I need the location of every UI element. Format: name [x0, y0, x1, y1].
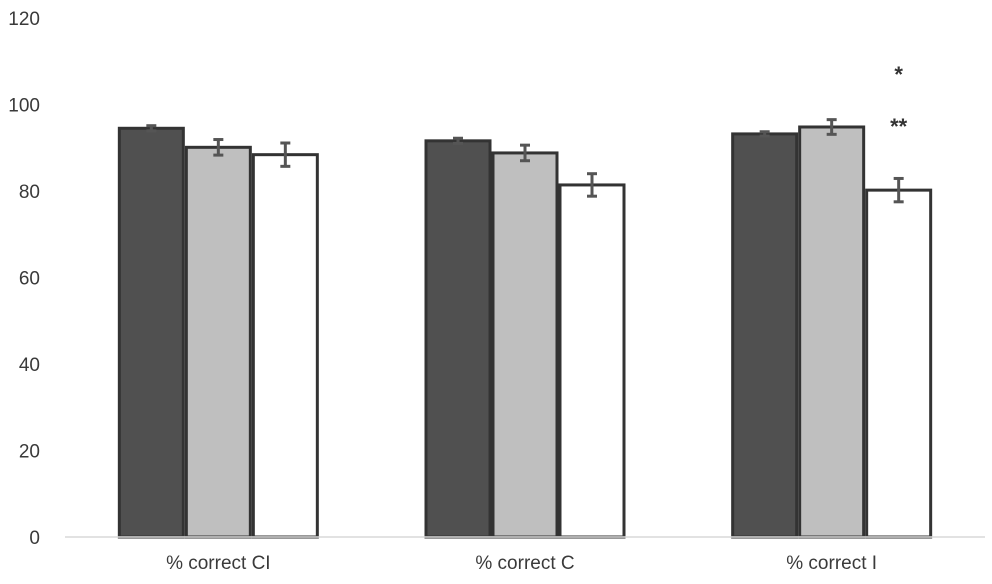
error-bar — [213, 138, 224, 157]
y-tick-label: 60 — [19, 269, 40, 290]
error-bar — [759, 130, 770, 138]
bar — [184, 145, 252, 539]
bar — [251, 153, 319, 539]
error-bar — [520, 143, 530, 163]
error-bar — [146, 124, 157, 133]
bar — [424, 139, 492, 539]
y-tick-label: 80 — [19, 182, 40, 203]
y-axis-ticks: 0 20 40 60 80 100 120 — [8, 9, 40, 549]
category-labels: % correct CI % correct C % correct I — [166, 553, 877, 574]
bar — [558, 183, 626, 539]
y-tick-label: 120 — [8, 9, 40, 30]
error-bar — [893, 176, 904, 204]
y-tick-label: 40 — [19, 355, 40, 376]
bar — [865, 188, 933, 539]
error-bar — [453, 136, 463, 145]
y-tick-label: 0 — [29, 528, 40, 549]
error-bar — [826, 118, 837, 136]
error-bar — [587, 172, 597, 198]
bar — [798, 125, 866, 539]
annotations: *** — [890, 62, 908, 139]
significance-marker: * — [894, 62, 903, 87]
x-category-label: % correct CI — [166, 553, 271, 574]
error-bars — [146, 118, 904, 204]
bars — [117, 125, 933, 539]
significance-marker: ** — [890, 114, 908, 139]
bar — [117, 126, 185, 539]
y-tick-label: 100 — [8, 96, 40, 117]
x-category-label: % correct I — [786, 553, 877, 574]
x-category-label: % correct C — [475, 553, 574, 574]
y-tick-label: 20 — [19, 442, 40, 463]
bar — [731, 132, 799, 539]
error-bar — [280, 141, 291, 168]
bar — [491, 151, 559, 539]
